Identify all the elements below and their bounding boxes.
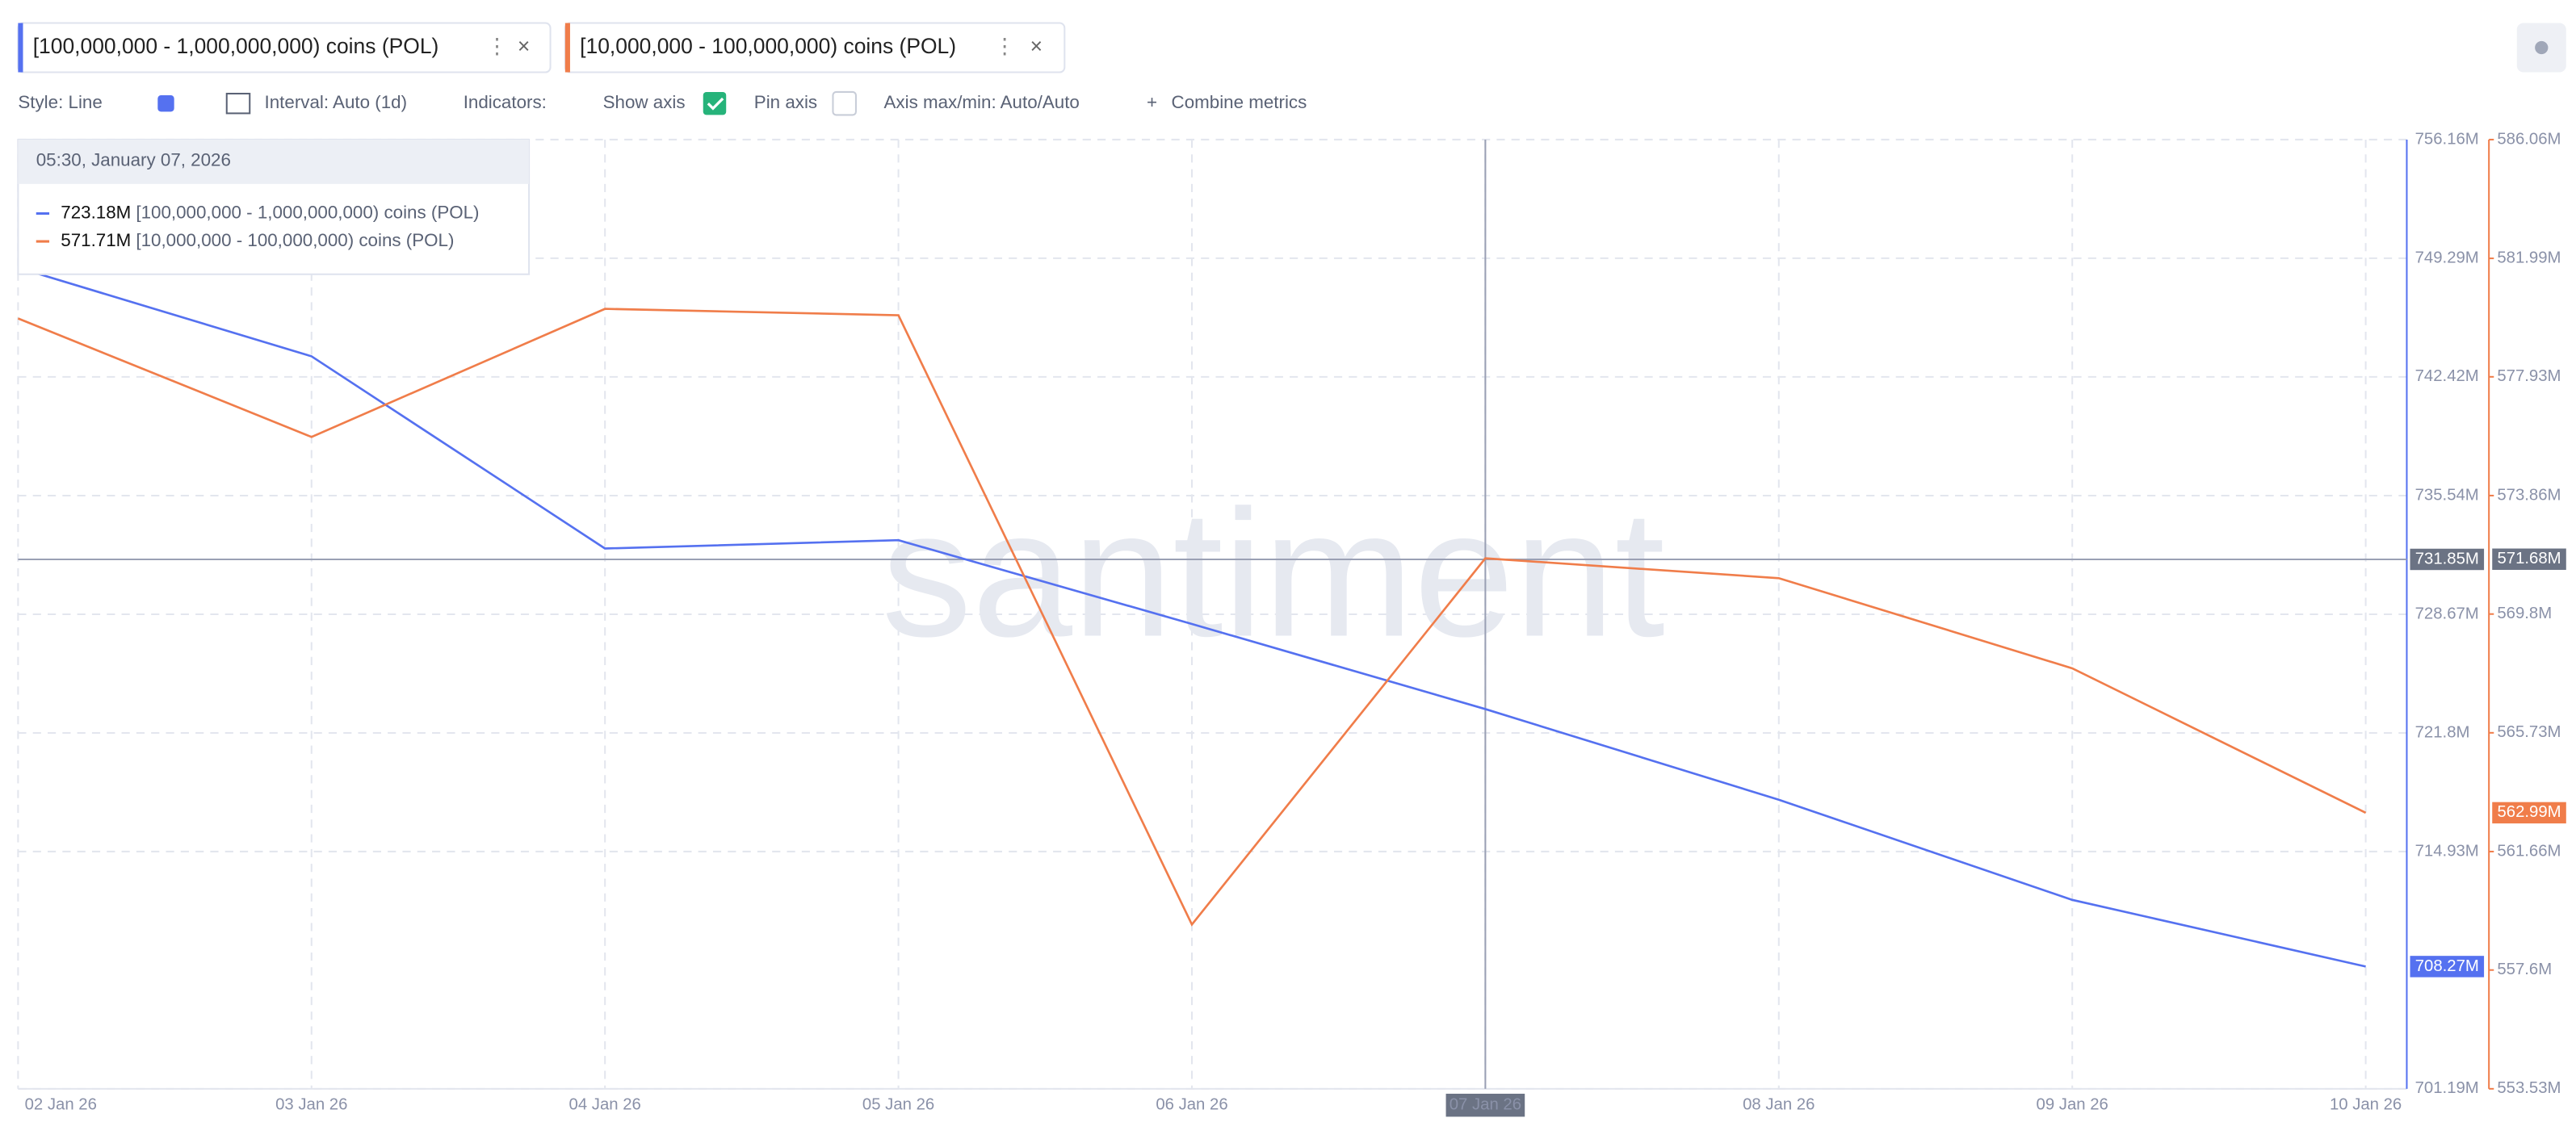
crosshair-y-label: 731.85M — [2415, 550, 2479, 567]
combine-metrics[interactable]: Combine metrics — [1172, 92, 1307, 112]
x-tick-label: 08 Jan 26 — [1743, 1096, 1815, 1114]
y-tick-label: 735.54M — [2415, 486, 2479, 504]
tooltip-series: [100,000,000 - 1,000,000,000) coins (POL… — [136, 202, 479, 222]
x-tick-label: 09 Jan 26 — [2037, 1096, 2108, 1114]
indicators-dropdown[interactable]: Indicators: — [464, 92, 547, 112]
axis-range-dropdown[interactable]: Axis max/min: Auto/Auto — [884, 92, 1080, 112]
show-axis-label[interactable]: Show axis — [603, 92, 686, 112]
tooltip-row: 723.18M [100,000,000 - 1,000,000,000) coi… — [61, 202, 479, 222]
y2-tick-label: 565.73M — [2497, 723, 2561, 741]
series-line — [17, 308, 2367, 927]
tab-close[interactable]: × — [1030, 34, 1043, 58]
last-value-label: 708.27M — [2415, 957, 2479, 975]
tab-close[interactable]: × — [518, 34, 530, 58]
crosshair-y2-label-bg — [2492, 548, 2566, 570]
y2-tick-label: 561.66M — [2497, 842, 2561, 860]
tab-accent — [18, 23, 23, 73]
y2-tick-label: 586.06M — [2497, 130, 2561, 148]
last-value-label: 562.99M — [2497, 803, 2561, 821]
y2-tick-label: 553.53M — [2497, 1079, 2561, 1097]
y2-tick-label: 557.6M — [2497, 961, 2552, 978]
x-tick-label: 02 Jan 26 — [25, 1096, 97, 1114]
tooltip-header — [18, 139, 530, 184]
crosshair-y2-label: 571.68M — [2497, 550, 2561, 567]
show-axis-checkbox[interactable] — [703, 91, 727, 115]
y-tick-label: 749.29M — [2415, 249, 2479, 266]
tooltip: 05:30, January 07, 2026 723.18M [100,000,… — [17, 138, 531, 275]
combine-plus: + — [1147, 92, 1157, 112]
check-mark — [707, 97, 724, 111]
y-tick-label: 701.19M — [2415, 1079, 2479, 1097]
x-tick-label: 03 Jan 26 — [275, 1096, 347, 1114]
settings-icon — [2535, 40, 2549, 55]
y-tick-label: 714.93M — [2415, 842, 2479, 860]
x-tick-label: 10 Jan 26 — [2330, 1096, 2402, 1114]
tab-accent — [564, 23, 570, 73]
tab-title[interactable]: [10,000,000 - 100,000,000) coins (POL) — [580, 34, 956, 58]
crosshair-y-label-bg — [2410, 548, 2485, 571]
tooltip-series: [10,000,000 - 100,000,000) coins (POL) — [136, 230, 454, 250]
last-value-label-bg — [2492, 802, 2566, 824]
interval-icon — [225, 92, 251, 115]
last-value-label-bg — [2410, 956, 2485, 978]
tooltip-title: 05:30, January 07, 2026 — [36, 149, 231, 170]
y2-tick-label: 581.99M — [2497, 249, 2561, 266]
style-dropdown[interactable]: Style: Line — [18, 92, 102, 112]
watermark: santiment — [882, 472, 1665, 674]
interval-dropdown[interactable]: Interval: Auto (1d) — [265, 92, 407, 112]
x-tick-label: 05 Jan 26 — [862, 1096, 934, 1114]
y-tick-label: 728.67M — [2415, 605, 2479, 622]
x-tick-label: 07 Jan 26 — [1450, 1096, 1521, 1114]
tab-menu[interactable]: ⋮ — [994, 34, 1015, 58]
tab-title[interactable]: [100,000,000 - 1,000,000,000) coins (POL… — [33, 34, 439, 58]
y-tick-label: 756.16M — [2415, 130, 2479, 148]
tooltip-value: 571.71M — [61, 230, 131, 250]
x-tick-label: 06 Jan 26 — [1156, 1096, 1227, 1114]
tab-menu[interactable]: ⋮ — [486, 34, 507, 58]
y2-tick-label: 569.8M — [2497, 605, 2552, 622]
pin-axis-label[interactable]: Pin axis — [754, 92, 817, 112]
x-tick-label: 04 Jan 26 — [569, 1096, 641, 1114]
y2-tick-label: 573.86M — [2497, 486, 2561, 504]
tooltip-value: 723.18M — [61, 202, 131, 222]
y2-tick-label: 577.93M — [2497, 367, 2561, 385]
chart: 701.19M 714.93M 721.8M 728.67M 735.54M 742.42… — [17, 130, 2566, 1117]
pin-axis-checkbox[interactable] — [832, 90, 857, 116]
y-tick-label: 721.8M — [2415, 723, 2470, 741]
series-line — [17, 266, 2366, 968]
x-highlight — [1445, 1093, 1525, 1117]
color-picker[interactable] — [157, 95, 174, 112]
y-tick-label: 742.42M — [2415, 367, 2479, 385]
tooltip-row: 571.71M [10,000,000 - 100,000,000) coins … — [61, 230, 454, 250]
